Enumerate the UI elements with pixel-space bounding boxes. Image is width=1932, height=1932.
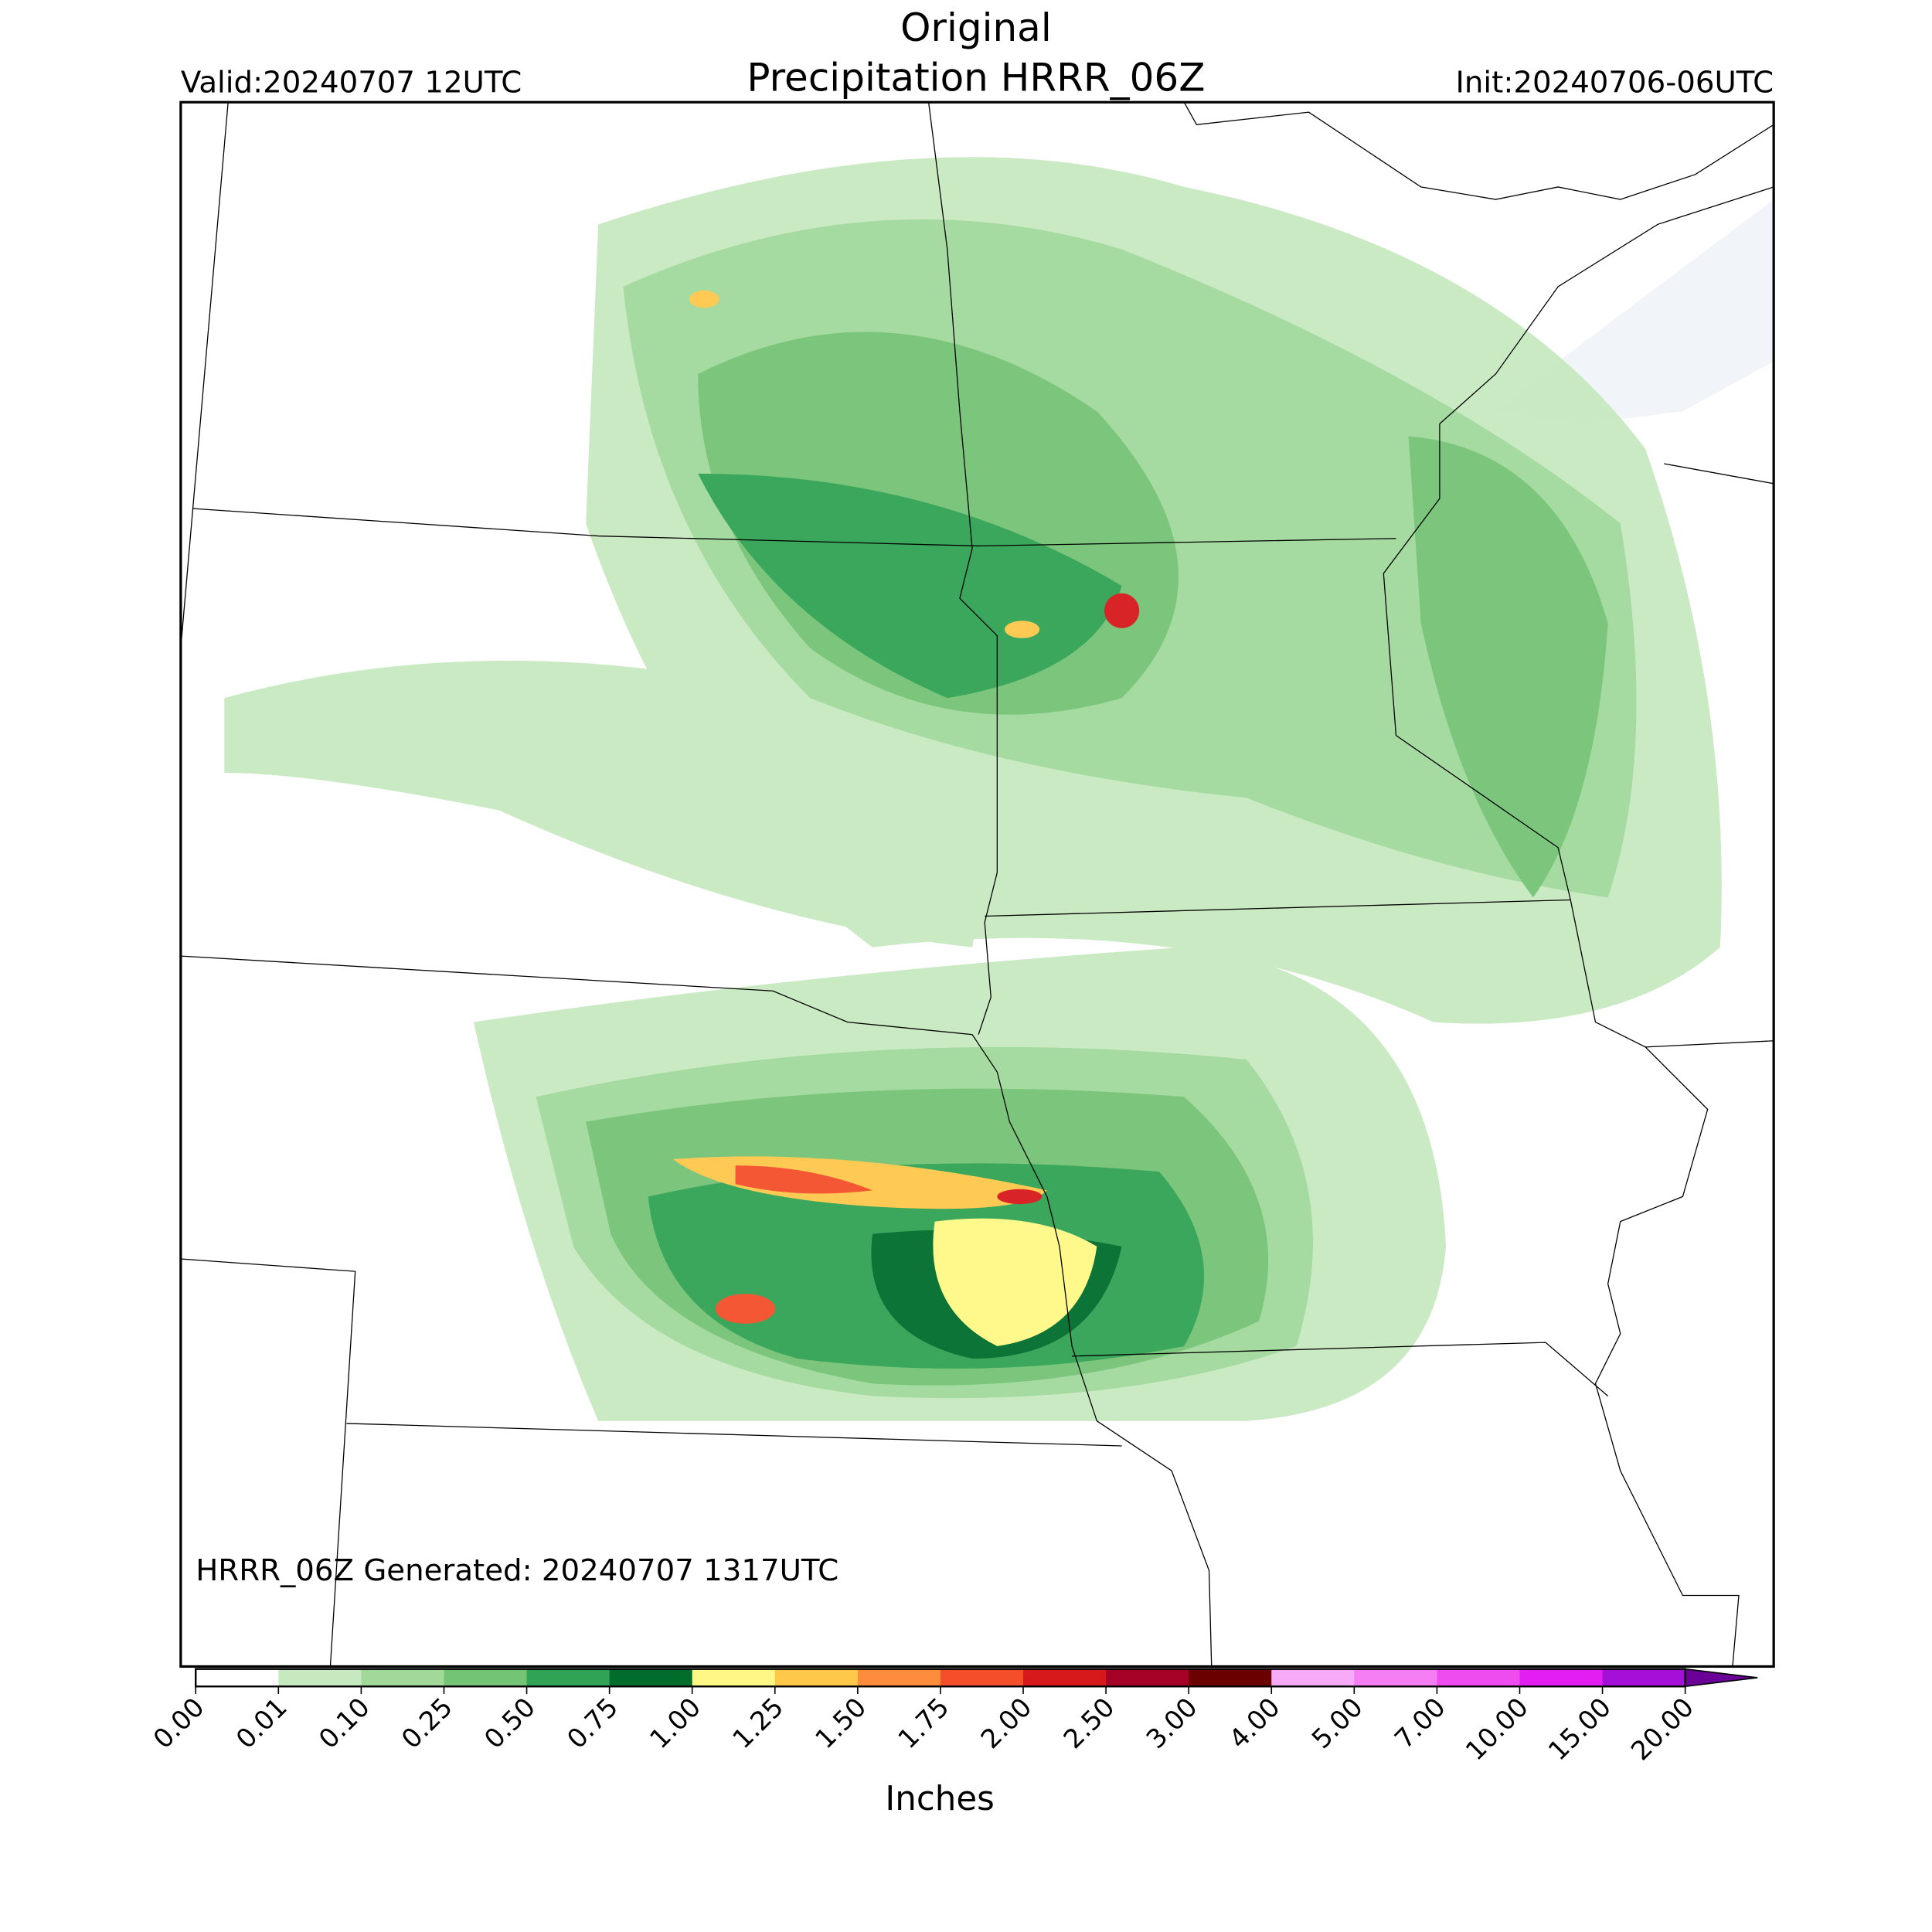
colorbar-box — [1106, 1668, 1189, 1687]
colorbar-tick-label: 3.00 — [1141, 1692, 1203, 1754]
colorbar-box — [1189, 1668, 1273, 1687]
valid-time: Valid:20240707 12UTC — [181, 65, 522, 100]
colorbar-box — [1354, 1668, 1438, 1687]
colorbar-label: Inches — [885, 1780, 994, 1818]
colorbar-box — [857, 1668, 941, 1687]
colorbar-box — [526, 1668, 611, 1687]
colorbar-tick-label: 20.00 — [1625, 1692, 1699, 1766]
map-frame — [179, 100, 1775, 1668]
colorbar-box — [774, 1668, 859, 1687]
colorbar-box — [692, 1668, 776, 1687]
colorbar-tick-label: 10.00 — [1460, 1692, 1534, 1766]
colorbar-box — [444, 1668, 528, 1687]
init-time: Init:20240706-06UTC — [1455, 65, 1774, 100]
title-line: Precipitation HRRR_06Z — [747, 56, 1205, 100]
map: HRRR_06Z Generated: 20240707 1317UTC — [179, 100, 1775, 1668]
colorbar-box — [196, 1668, 280, 1687]
colorbar-tick-label: 1.50 — [810, 1692, 872, 1754]
colorbar-box — [361, 1668, 445, 1687]
colorbar-tick-label: 2.00 — [975, 1692, 1038, 1754]
colorbar-box — [1023, 1668, 1107, 1687]
borders — [180, 102, 1774, 1667]
colorbar-tick-label: 4.00 — [1223, 1692, 1286, 1754]
colorbar-tick-label: 0.01 — [230, 1692, 293, 1754]
colorbar-box — [609, 1668, 693, 1687]
colorbar-tick-label: 15.00 — [1543, 1692, 1617, 1766]
colorbar-tick-label: 1.25 — [726, 1692, 789, 1754]
colorbar-box — [278, 1668, 362, 1687]
colorbar-tick-label: 0.75 — [561, 1692, 624, 1754]
title-line: Original — [900, 5, 1052, 50]
colorbar-box — [1602, 1668, 1686, 1687]
colorbar-tick-label: 0.10 — [313, 1692, 376, 1754]
generated-note: HRRR_06Z Generated: 20240707 1317UTC — [196, 1553, 838, 1588]
colorbar-tick-label: 2.50 — [1058, 1692, 1121, 1754]
colorbar-box — [940, 1668, 1024, 1687]
colorbar-tick-label: 7.00 — [1389, 1692, 1451, 1754]
colorbar: 0.00 0.01 0.10 0.25 0.50 0.75 1.00 1.25 1.50 1.75… — [148, 1668, 1758, 1766]
colorbar-extend — [1684, 1668, 1758, 1688]
colorbar-tick-label: 0.25 — [396, 1692, 458, 1754]
colorbar-box — [1519, 1668, 1604, 1687]
precipitation — [224, 157, 1722, 1421]
colorbar-box — [1271, 1668, 1355, 1687]
colorbar-tick-label: 0.00 — [148, 1692, 210, 1754]
colorbar-tick-label: 0.50 — [478, 1692, 541, 1754]
colorbar-tick-label: 1.75 — [893, 1692, 955, 1754]
colorbar-tick-label: 1.00 — [644, 1692, 706, 1754]
map-content — [180, 102, 1774, 1667]
colorbar-tick-label: 5.00 — [1306, 1692, 1369, 1754]
colorbar-box — [1437, 1668, 1521, 1687]
